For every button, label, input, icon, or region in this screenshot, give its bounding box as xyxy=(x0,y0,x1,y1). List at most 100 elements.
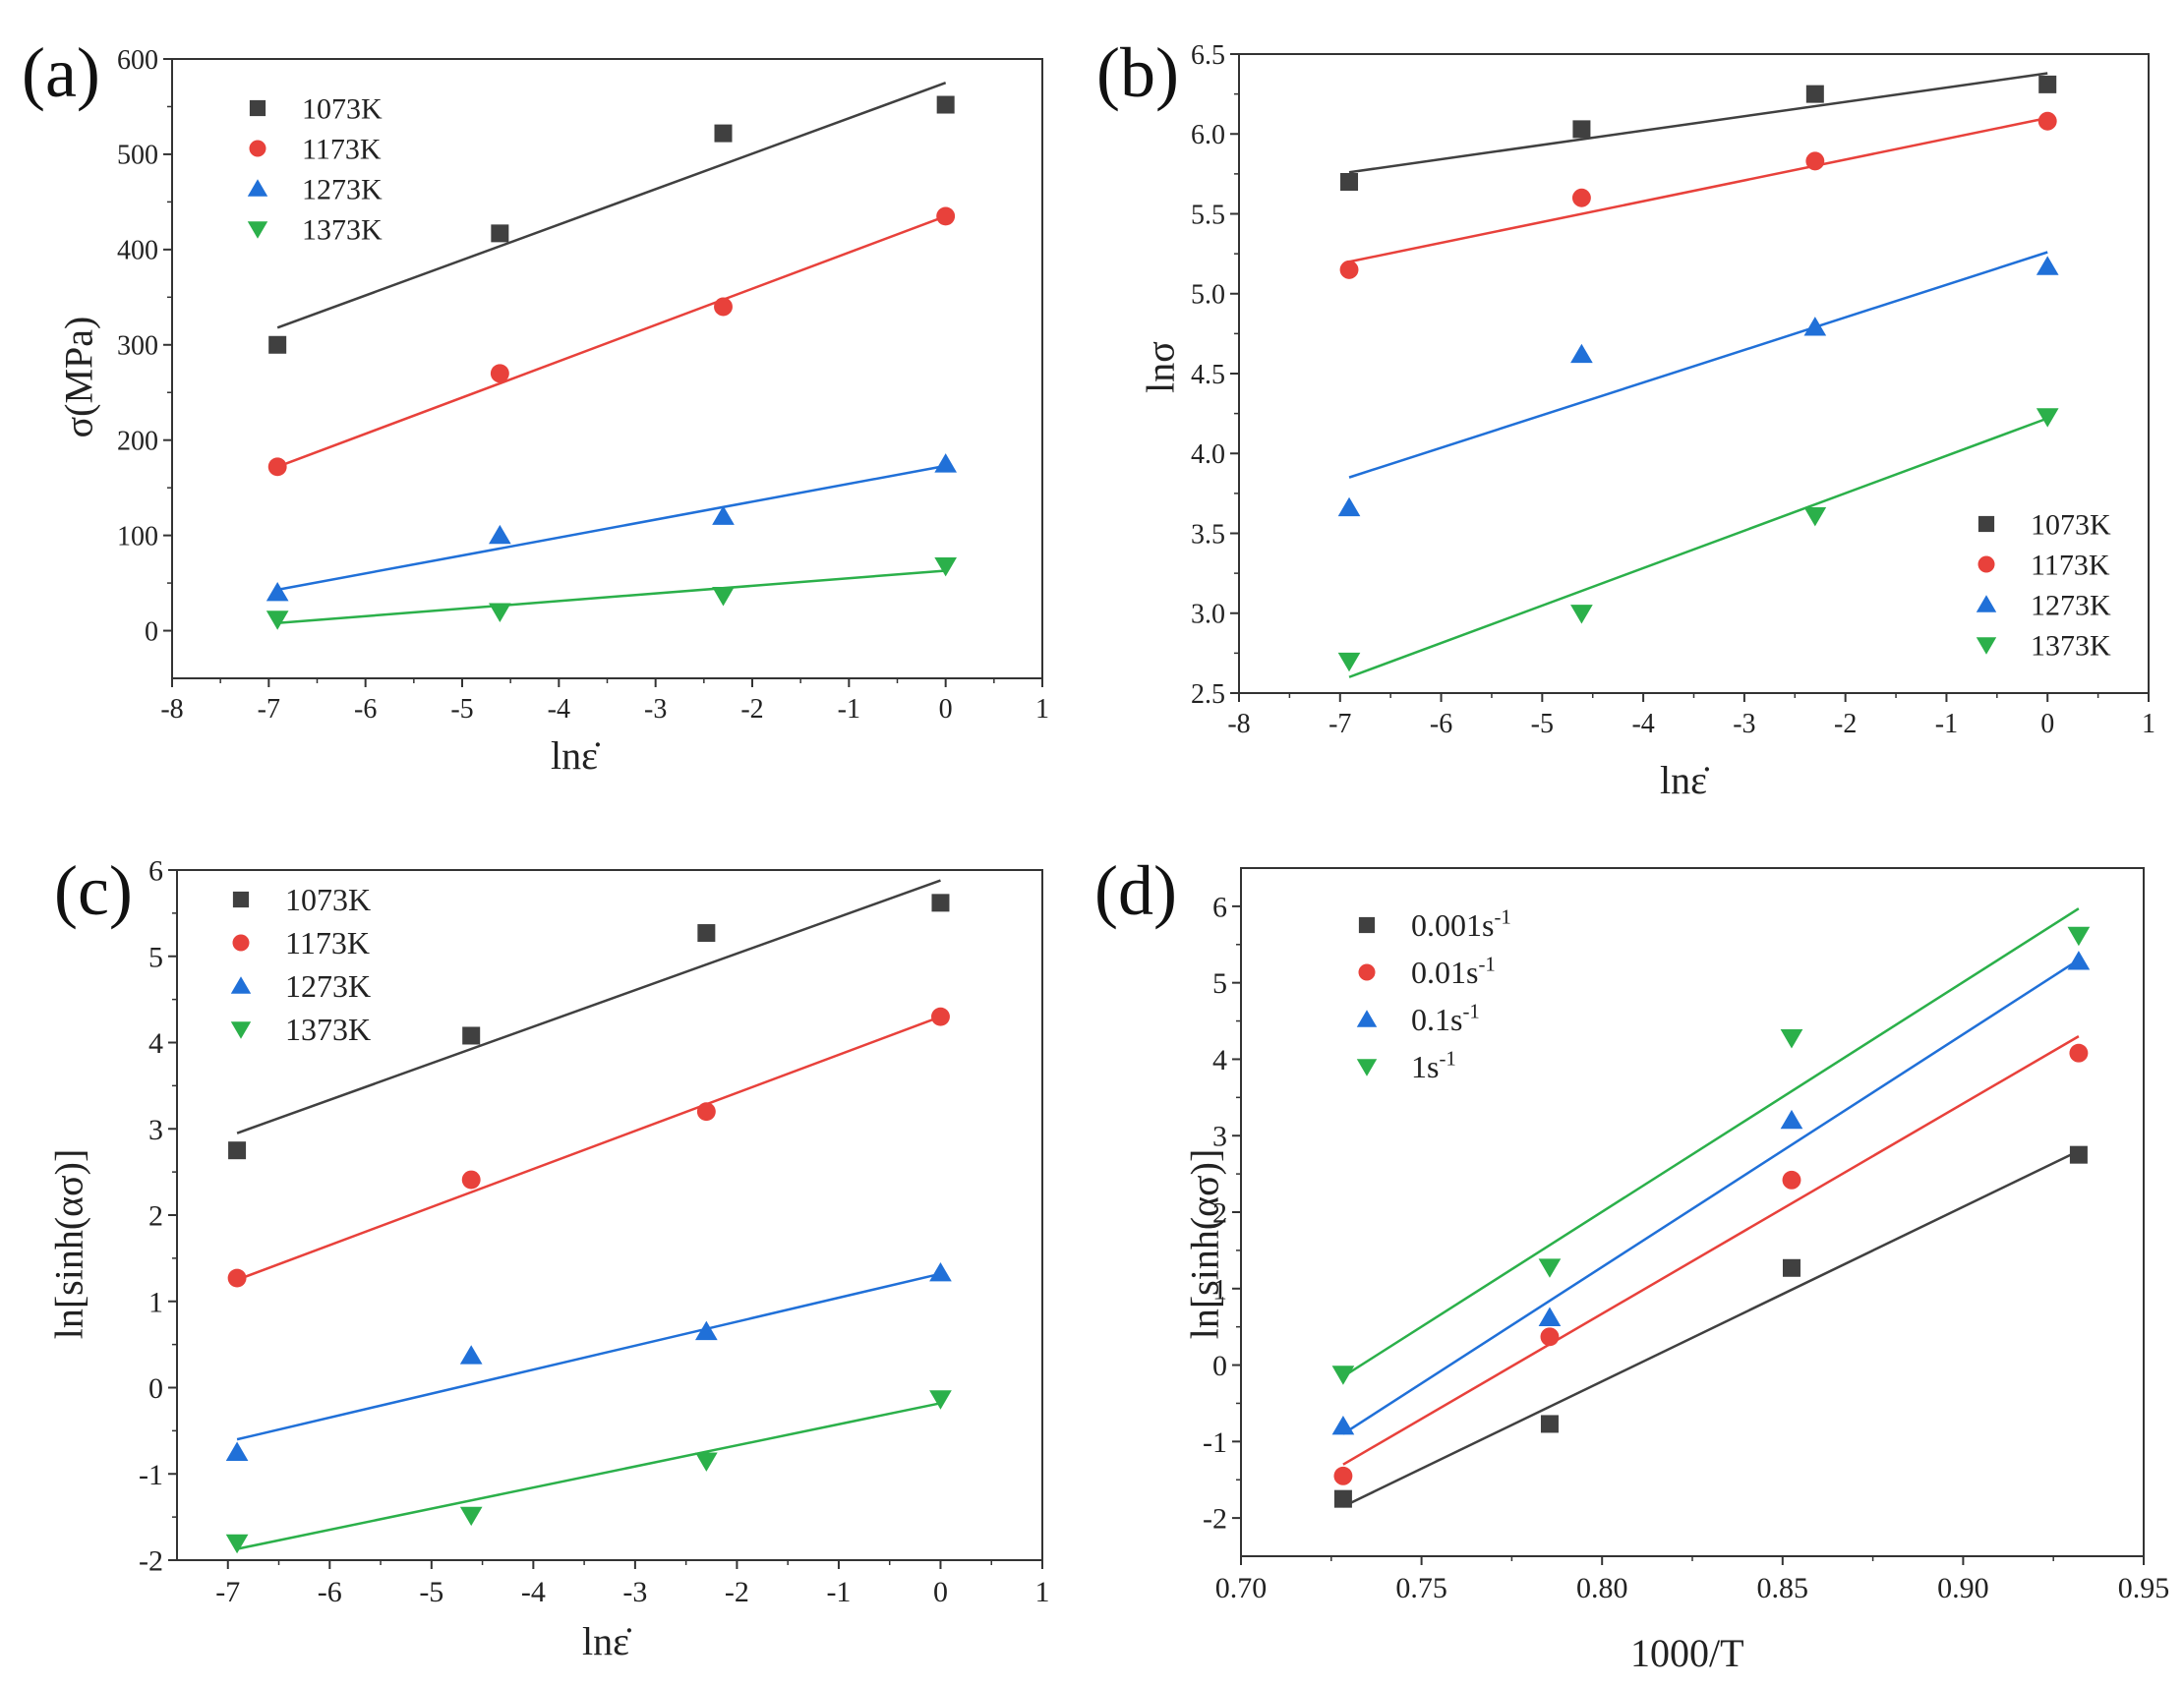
data-point-b-2-3 xyxy=(2036,256,2059,275)
chart-d-plot: 0.70 0.75 0.80 0.85 0.90 0.95 -2 -1 0 1 2 3 4 5 6 0.001… xyxy=(1203,867,2170,1604)
x-tick-label-d: 0.80 xyxy=(1576,1572,1628,1604)
x-tick-label-a: -3 xyxy=(644,694,667,725)
chart-panel-a: -8 -7 -6 -5 -4 -3 -2 -1 0 1 0 100 200 300 400 500 600 107… xyxy=(0,0,1092,816)
legend-label-a-0: 1073K xyxy=(302,93,383,126)
data-point-d-1-2 xyxy=(1782,1170,1801,1190)
data-point-c-0-2 xyxy=(697,924,716,943)
x-tick-label-c: -3 xyxy=(622,1576,647,1608)
legend-label-c-1: 1173K xyxy=(285,925,370,960)
legend-label-a-2: 1273K xyxy=(302,174,383,206)
data-point-b-3-1 xyxy=(1570,605,1593,624)
y-tick-label-b: 6.0 xyxy=(1191,120,1225,150)
data-point-c-0-3 xyxy=(931,894,950,912)
data-point-b-2-1 xyxy=(1570,343,1593,364)
fit-line-b-1 xyxy=(1348,116,2048,263)
data-point-a-3-2 xyxy=(712,587,735,607)
panel-label-a: (a) xyxy=(22,33,100,112)
data-point-d-0-1 xyxy=(1540,1415,1559,1433)
data-point-b-2-0 xyxy=(1337,496,1361,517)
x-tick-label-a: 0 xyxy=(939,694,953,725)
fit-line-c-0 xyxy=(236,879,941,1134)
fit-line-d-2 xyxy=(1342,959,2080,1435)
chart-panel-b: -8 -7 -6 -5 -4 -3 -2 -1 0 1 2.5 3.0 3.5 4.0 4.5 5.0 5.5 6… xyxy=(1092,0,2184,816)
fit-line-d-1 xyxy=(1342,1035,2080,1466)
data-point-c-2-1 xyxy=(459,1345,483,1365)
x-tick-label-a: -7 xyxy=(258,694,280,725)
legend-label-d-2: 0.1s-1 xyxy=(1411,1000,1480,1037)
y-tick-label-d: 0 xyxy=(1212,1350,1227,1382)
y-tick-label-d: 3 xyxy=(1212,1121,1227,1153)
data-point-c-1-3 xyxy=(931,1007,950,1026)
fit-line-b-3 xyxy=(1348,417,2048,678)
x-tick-label-a: 1 xyxy=(1035,694,1049,725)
fit-line-d-0 xyxy=(1342,1149,2080,1508)
y-tick-label-d: 5 xyxy=(1212,967,1227,1000)
y-tick-label-c: 4 xyxy=(148,1027,163,1060)
x-tick-label-c: -4 xyxy=(521,1576,546,1608)
legend-marker-c-1 xyxy=(232,934,250,952)
fit-line-c-2 xyxy=(236,1272,941,1441)
x-axis-title-d: 1000/T xyxy=(1630,1631,1744,1675)
y-tick-label-c: 0 xyxy=(148,1372,163,1405)
y-tick-label-b: 2.5 xyxy=(1191,679,1225,710)
x-tick-label-c: 1 xyxy=(1035,1576,1050,1608)
x-tick-label-a: -4 xyxy=(548,694,570,725)
x-tick-label-d: 0.95 xyxy=(2118,1572,2170,1604)
data-point-b-0-3 xyxy=(2038,75,2057,93)
y-tick-label-d: -1 xyxy=(1203,1426,1227,1459)
legend-marker-d-3 xyxy=(1356,1059,1378,1076)
y-tick-label-a: 300 xyxy=(117,331,158,362)
fit-line-a-3 xyxy=(277,569,946,625)
data-point-d-2-0 xyxy=(1331,1415,1355,1435)
fit-line-b-2 xyxy=(1348,251,2048,479)
x-tick-label-b: -4 xyxy=(1631,709,1654,739)
data-point-d-2-3 xyxy=(2067,951,2091,970)
data-point-a-3-3 xyxy=(934,556,958,577)
data-point-c-2-0 xyxy=(225,1441,249,1461)
y-axis-title-a: σ(MPa) xyxy=(56,316,101,438)
y-axis-title-c: ln[sinh(ασ)] xyxy=(46,1148,91,1340)
data-point-d-2-2 xyxy=(1780,1109,1803,1130)
y-tick-label-c: 3 xyxy=(148,1114,163,1146)
data-point-d-3-0 xyxy=(1331,1366,1355,1385)
y-tick-label-a: 600 xyxy=(117,45,158,76)
data-point-d-1-1 xyxy=(1540,1327,1560,1347)
fit-line-c-3 xyxy=(236,1402,941,1550)
legend-marker-c-2 xyxy=(230,976,252,994)
data-point-d-2-1 xyxy=(1538,1307,1562,1326)
legend-marker-a-2 xyxy=(247,179,268,197)
x-tick-label-c: 0 xyxy=(933,1576,948,1608)
chart-panel-d: 0.70 0.75 0.80 0.85 0.90 0.95 -2 -1 0 1 2 3 4 5 6 0.001… xyxy=(1092,816,2184,1686)
x-axis-title-a: lnε̇ xyxy=(551,733,598,778)
x-tick-label-d: 0.75 xyxy=(1395,1572,1447,1604)
legend-label-a-3: 1373K xyxy=(302,214,383,247)
legend-label-b-3: 1373K xyxy=(2031,630,2111,663)
y-tick-label-d: 4 xyxy=(1212,1044,1227,1076)
fit-line-d-3 xyxy=(1342,907,2080,1378)
legend-label-d-1: 0.01s-1 xyxy=(1411,953,1496,990)
legend-marker-b-3 xyxy=(1976,637,1997,655)
x-tick-label-c: -7 xyxy=(215,1576,240,1608)
legend-label-b-0: 1073K xyxy=(2031,509,2111,542)
chart-panel-c: -7 -6 -5 -4 -3 -2 -1 0 1 -2 -1 0 1 2 3 4 5 6 1073K 1173K 127… xyxy=(0,816,1092,1686)
x-tick-label-d: 0.70 xyxy=(1215,1572,1268,1604)
legend-marker-b-2 xyxy=(1976,595,1997,612)
data-point-b-1-2 xyxy=(1805,151,1825,171)
y-tick-label-b: 5.0 xyxy=(1191,280,1225,311)
data-point-c-1-1 xyxy=(461,1170,481,1190)
panel-label-c: (c) xyxy=(54,851,133,930)
fit-line-a-1 xyxy=(276,214,947,469)
x-tick-label-b: -8 xyxy=(1227,709,1250,739)
x-axis-title-b: lnε̇ xyxy=(1660,758,1707,802)
data-point-c-2-3 xyxy=(929,1261,952,1282)
y-tick-label-a: 500 xyxy=(117,141,158,171)
data-point-c-3-0 xyxy=(225,1534,249,1554)
data-point-b-0-0 xyxy=(1340,173,1359,191)
y-tick-label-c: 2 xyxy=(148,1200,163,1233)
x-tick-label-a: -1 xyxy=(838,694,860,725)
data-point-c-1-2 xyxy=(696,1102,716,1122)
data-point-b-3-2 xyxy=(1803,506,1827,527)
legend-label-b-2: 1273K xyxy=(2031,590,2111,622)
data-point-a-0-0 xyxy=(268,335,287,354)
legend-marker-d-0 xyxy=(1358,916,1376,934)
